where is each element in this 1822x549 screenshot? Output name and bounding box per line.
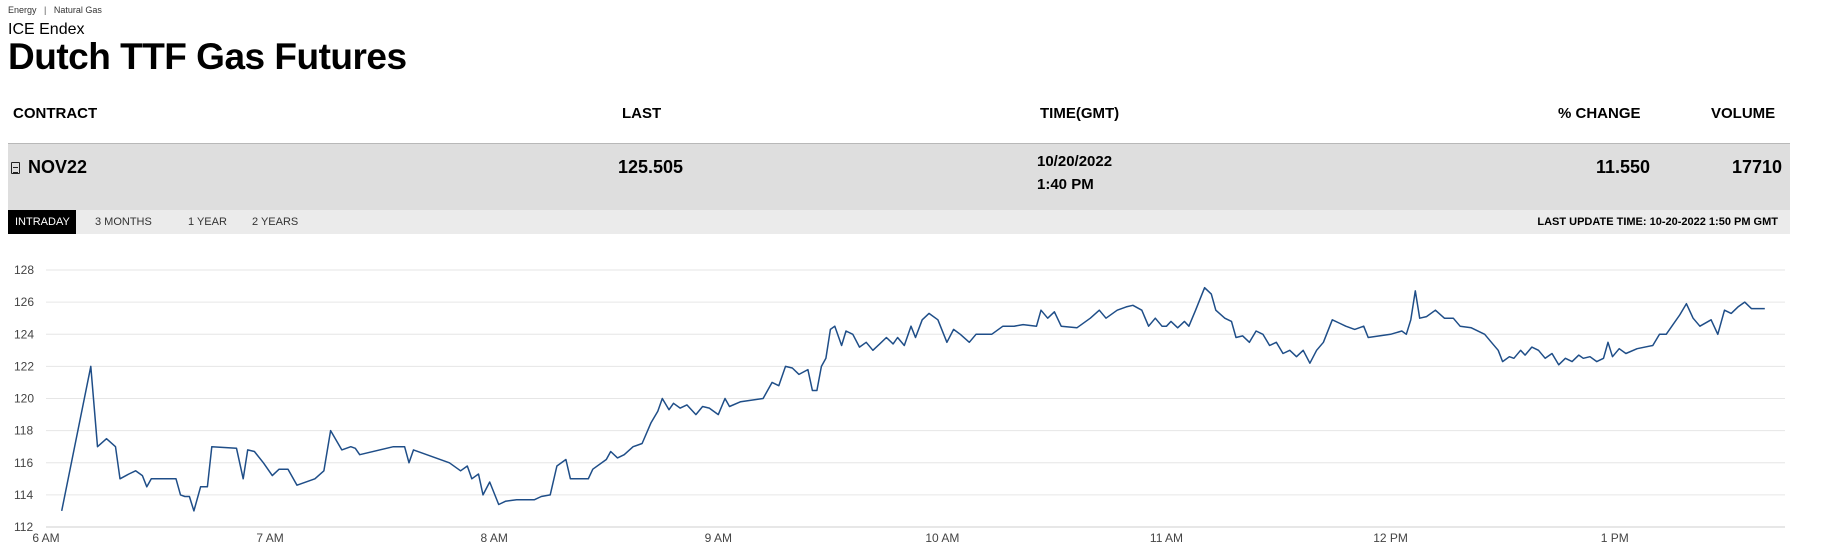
header-last: LAST <box>622 105 662 122</box>
x-tick-label: 10 AM <box>925 531 959 545</box>
breadcrumb-item-natural-gas[interactable]: Natural Gas <box>53 5 102 15</box>
quote-table-row[interactable]: NOV22 125.505 10/20/2022 1:40 PM 11.550 … <box>8 143 1790 212</box>
y-tick-label: 116 <box>14 456 33 470</box>
page-title: Dutch TTF Gas Futures <box>8 36 407 77</box>
y-tick-label: 112 <box>14 520 33 534</box>
contract-cell[interactable]: NOV22 <box>28 157 88 177</box>
volume-cell: 17710 <box>1732 157 1783 177</box>
y-tick-label: 124 <box>14 327 34 341</box>
percent-change-cell: 11.550 <box>1596 157 1651 177</box>
chart-gridlines <box>46 269 1785 528</box>
y-tick-label: 122 <box>14 359 34 373</box>
y-tick-label: 118 <box>14 424 33 438</box>
chart-range-tabs: INTRADAY 3 MONTHS 1 YEAR 2 YEARS LAST UP… <box>8 210 1790 234</box>
tab-2-years[interactable]: 2 YEARS <box>252 216 299 228</box>
x-axis-labels: 6 AM 7 AM 8 AM 9 AM 10 AM 11 AM 12 PM 1 PM <box>32 531 1628 545</box>
last-cell: 125.505 <box>618 157 684 177</box>
intraday-price-chart[interactable]: 128 126 124 122 120 118 116 114 112 6 AM 7 AM 8 AM… <box>0 255 1822 549</box>
tab-3-months[interactable]: 3 MONTHS <box>95 216 152 228</box>
x-tick-label: 9 AM <box>705 531 732 545</box>
breadcrumb-item-energy[interactable]: Energy <box>8 5 37 15</box>
time-cell-time: 1:40 PM <box>1037 176 1094 193</box>
breadcrumb-separator: | <box>44 5 47 15</box>
y-tick-label: 128 <box>14 263 34 277</box>
header-percent-change: % CHANGE <box>1558 105 1641 122</box>
x-tick-label: 6 AM <box>32 531 59 545</box>
quote-table-header: CONTRACT LAST TIME(GMT) % CHANGE VOLUME <box>8 105 1790 141</box>
y-tick-label: 126 <box>14 295 34 309</box>
x-tick-label: 12 PM <box>1373 531 1408 545</box>
breadcrumb: Energy | Natural Gas <box>8 5 102 15</box>
header-time: TIME(GMT) <box>1040 105 1120 122</box>
x-tick-label: 11 AM <box>1150 531 1183 545</box>
tab-1-year[interactable]: 1 YEAR <box>188 216 227 228</box>
y-tick-label: 120 <box>14 392 34 406</box>
exchange-name: ICE Endex <box>8 21 85 38</box>
time-cell-date: 10/20/2022 <box>1037 153 1113 170</box>
last-update-time: LAST UPDATE TIME: 10-20-2022 1:50 PM GMT <box>1537 216 1778 228</box>
price-series-line <box>60 286 1765 512</box>
y-axis-labels: 128 126 124 122 120 118 116 114 112 <box>14 263 34 534</box>
tab-intraday[interactable]: INTRADAY <box>8 210 76 234</box>
x-tick-label: 1 PM <box>1601 531 1629 545</box>
x-tick-label: 8 AM <box>481 531 508 545</box>
header-contract: CONTRACT <box>13 105 98 122</box>
x-tick-label: 7 AM <box>256 531 283 545</box>
header-volume: VOLUME <box>1711 105 1776 122</box>
document-icon[interactable] <box>11 162 20 174</box>
y-tick-label: 114 <box>14 488 33 502</box>
time-cell: 10/20/2022 1:40 PM <box>1037 150 1112 196</box>
